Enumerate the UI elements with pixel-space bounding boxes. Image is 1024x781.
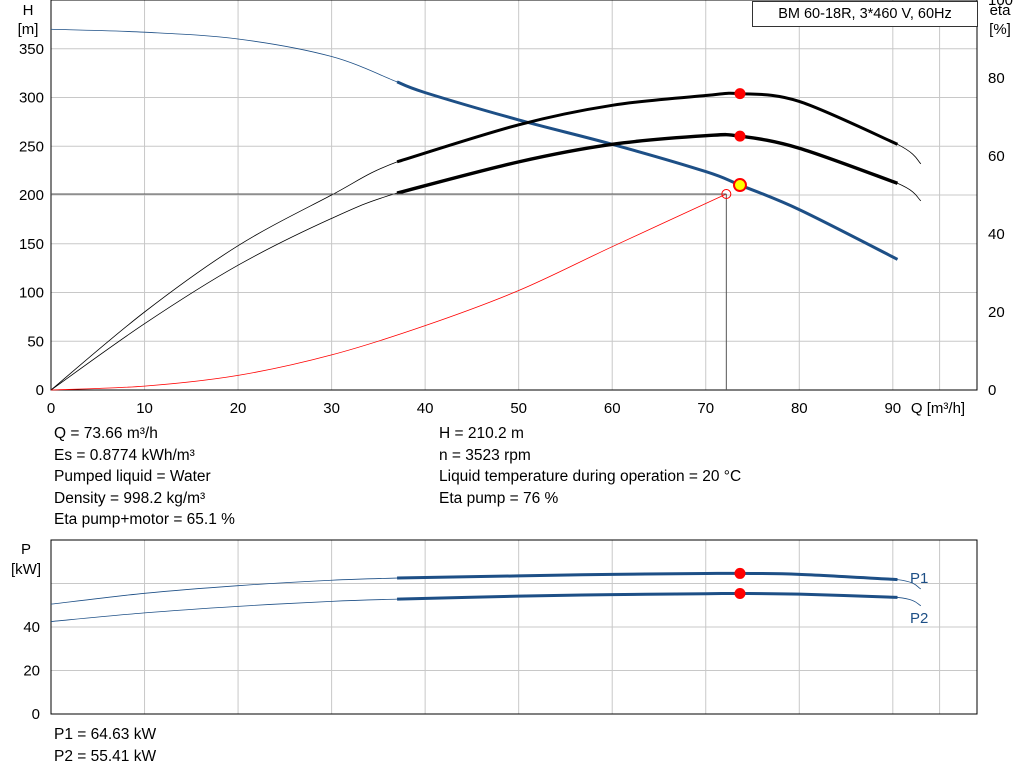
main-chart-frame xyxy=(50,0,978,391)
main-chart-series xyxy=(50,28,922,391)
main-x-tick-70: 70 xyxy=(697,400,714,417)
info-power-values: P1 = 64.63 kW P2 = 55.41 kW xyxy=(54,724,156,767)
main-x-tick-10: 10 xyxy=(136,400,153,417)
main-xlabel: Q [m³/h] xyxy=(911,400,965,417)
curve-eta_pump_motor-operating xyxy=(396,132,899,195)
p2-operating-marker xyxy=(734,587,746,599)
main-y-left-tick-150: 150 xyxy=(19,236,44,253)
curve-eta_pump_motor-full xyxy=(50,134,922,391)
main-chart-markers xyxy=(721,88,747,200)
curve-P1-operating xyxy=(397,571,898,582)
main-x-tick-50: 50 xyxy=(510,400,527,417)
power-chart-series xyxy=(50,571,922,622)
info-eta-pump: Eta pump = 76 % xyxy=(439,489,559,507)
main-x-tick-20: 20 xyxy=(230,400,247,417)
model-title-box: BM 60-18R, 3*460 V, 60Hz xyxy=(752,1,978,27)
power-chart-frame xyxy=(50,539,978,715)
info-speed: n = 3523 rpm xyxy=(439,446,531,464)
power-ylabel-line1: P xyxy=(21,541,31,558)
main-x-tick-0: 0 xyxy=(47,400,55,417)
main-chart-grid xyxy=(51,0,977,390)
info-left-column: Q = 73.66 m³/h Es = 0.8774 kWh/m³ Pumped… xyxy=(54,423,235,531)
curve-system_curve-full xyxy=(50,193,727,391)
p1-operating-marker xyxy=(734,567,746,579)
operating-point-marker xyxy=(732,178,747,193)
power-y-tick-labels: 0 20 40 xyxy=(23,619,40,723)
main-y-left-tick-0: 0 xyxy=(36,382,44,399)
power-chart-markers xyxy=(734,567,746,599)
main-y-left-tick-300: 300 xyxy=(19,90,44,107)
info-flow: Q = 73.66 m³/h xyxy=(54,425,158,442)
curve-eta_pump-operating xyxy=(396,91,899,164)
main-y-right-tick-60: 60 xyxy=(988,148,1005,165)
curve-P2-operating xyxy=(397,591,898,601)
info-eta-pump-motor: Eta pump+motor = 65.1 % xyxy=(54,511,235,528)
main-x-tick-80: 80 xyxy=(791,400,808,417)
power-ylabel-line2: [kW] xyxy=(11,561,41,578)
info-right-column: H = 210.2 m n = 3523 rpm Liquid temperat… xyxy=(439,423,741,509)
main-y-right-tick-0: 0 xyxy=(988,382,996,399)
main-x-tick-labels: 0 10 20 30 40 50 60 70 80 90 xyxy=(47,400,901,417)
power-y-tick-40: 40 xyxy=(23,619,40,636)
main-ylabel-right-line1: eta xyxy=(990,2,1012,19)
main-y-left-tick-350: 350 xyxy=(19,41,44,58)
main-y-left-tick-200: 200 xyxy=(19,187,44,204)
power-y-tick-20: 20 xyxy=(23,663,40,680)
main-y-right-tick-100: 100 xyxy=(988,0,1013,9)
curve-H-full xyxy=(50,28,898,260)
eta-pump-motor-marker xyxy=(734,130,746,142)
main-ylabel-left-line1: H xyxy=(23,2,34,19)
legend-p2: P2 xyxy=(910,610,928,627)
main-ylabel-right-line2: [%] xyxy=(989,21,1011,38)
info-density: Density = 998.2 kg/m³ xyxy=(54,489,206,507)
main-x-tick-40: 40 xyxy=(417,400,434,417)
main-x-tick-60: 60 xyxy=(604,400,621,417)
main-x-tick-90: 90 xyxy=(884,400,901,417)
main-x-tick-30: 30 xyxy=(323,400,340,417)
info-pumped-liquid: Pumped liquid = Water xyxy=(54,468,211,485)
main-y-left-tick-250: 250 xyxy=(19,138,44,155)
power-chart-grid xyxy=(51,540,977,714)
main-y-left-tick-labels: 0 50 100 150 200 250 300 350 xyxy=(19,41,44,399)
info-head: H = 210.2 m xyxy=(439,425,524,442)
duty-point-marker xyxy=(721,189,732,200)
main-y-left-tick-50: 50 xyxy=(27,333,44,350)
curve-H-operating xyxy=(396,80,899,261)
main-y-right-tick-20: 20 xyxy=(988,304,1005,321)
main-y-right-tick-labels: 0 20 40 60 80 100 xyxy=(988,0,1013,399)
curve-eta_pump-full xyxy=(50,92,922,391)
main-y-right-tick-80: 80 xyxy=(988,70,1005,87)
main-y-left-tick-100: 100 xyxy=(19,285,44,302)
info-p2: P2 = 55.41 kW xyxy=(54,747,157,765)
power-y-tick-0: 0 xyxy=(32,706,40,723)
info-specific-energy: Es = 0.8774 kWh/m³ xyxy=(54,446,195,464)
main-y-right-tick-40: 40 xyxy=(988,226,1005,243)
info-liquid-temperature: Liquid temperature during operation = 20… xyxy=(439,468,742,485)
main-ylabel-left-line2: [m] xyxy=(18,21,39,38)
eta-pump-marker xyxy=(734,88,746,100)
info-p1: P1 = 64.63 kW xyxy=(54,726,157,743)
legend-p1: P1 xyxy=(910,570,928,587)
